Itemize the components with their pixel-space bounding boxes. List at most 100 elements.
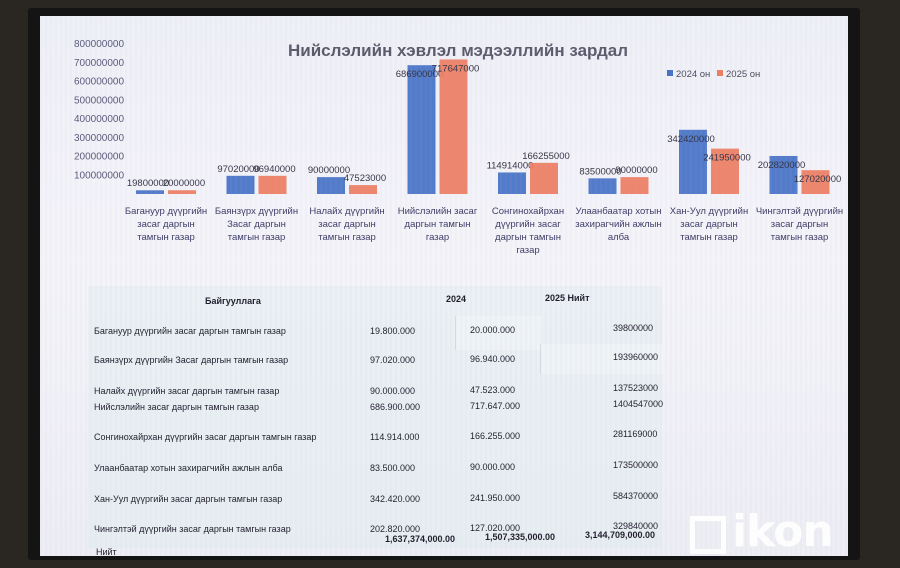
category-label: засаг даргын bbox=[137, 219, 194, 230]
bar-2025 bbox=[258, 175, 287, 194]
bar-2024 bbox=[498, 172, 526, 194]
table-cell-org: Баянзүрх дүүргийн Засаг даргын тамгын га… bbox=[94, 355, 289, 365]
category-label: Налайх дүүргийн bbox=[309, 206, 384, 217]
table-background bbox=[88, 286, 662, 548]
table-cell-total: 137523000 bbox=[613, 383, 659, 393]
data-label: 114914000 bbox=[487, 160, 534, 171]
bar-2024 bbox=[317, 177, 345, 194]
y-tick-label: 600000000 bbox=[74, 77, 124, 88]
table-cell-2025: 20.000.000 bbox=[470, 325, 516, 335]
table-cell-total: 281169000 bbox=[613, 429, 658, 439]
table-cell-org: Сонгинохайрхан дүүргийн засаг даргын там… bbox=[94, 432, 317, 442]
y-tick-label: 100000000 bbox=[74, 170, 124, 181]
table-cell-org: Багануур дүүргийн засаг даргын тамгын га… bbox=[94, 326, 286, 336]
category-label: тамгын газар bbox=[318, 232, 376, 243]
watermark-logo-icon bbox=[690, 516, 726, 554]
bar-2024 bbox=[407, 65, 436, 194]
table-cell-2025: 127.020.000 bbox=[470, 523, 521, 533]
category-label: Чингэлтэй дүүргийн bbox=[756, 206, 843, 217]
category-label: тамгын газар bbox=[680, 232, 738, 243]
y-tick-label: 500000000 bbox=[74, 95, 124, 106]
category-label: Баянзүрх дүүргийн bbox=[215, 206, 298, 217]
bar-2024 bbox=[679, 129, 707, 194]
data-label: 19800000 bbox=[127, 178, 169, 189]
y-tick-label: 700000000 bbox=[74, 58, 124, 69]
legend-swatch bbox=[667, 70, 673, 76]
category-label: даргын тамгын bbox=[405, 219, 471, 230]
data-label: 717647000 bbox=[432, 63, 480, 74]
table-cell-org: Нийслэлийн засаг даргын тамгын газар bbox=[94, 402, 259, 412]
table-cell-2025: 241.950.000 bbox=[470, 493, 521, 503]
data-label: 342420000 bbox=[667, 134, 715, 145]
table-cell-total: 193960000 bbox=[613, 352, 659, 362]
legend-label: 2025 он bbox=[726, 69, 760, 80]
data-label: 90000000 bbox=[308, 165, 350, 176]
y-tick-label: 800000000 bbox=[74, 39, 124, 50]
data-label: 97020000 bbox=[217, 164, 259, 175]
category-label: газар bbox=[426, 232, 449, 243]
category-label: засаг даргын bbox=[771, 219, 828, 230]
category-label: даргын тамгын bbox=[495, 232, 561, 243]
table-cell-org: Хан-Уул дүүргийн засаг даргын тамгын газ… bbox=[94, 494, 283, 504]
category-label: Хан-Уул дүүргийн bbox=[670, 206, 748, 217]
y-tick-label: 400000000 bbox=[74, 114, 124, 125]
table-total-sum: 3,144,709,000.00 bbox=[585, 530, 656, 540]
bar-2025 bbox=[168, 190, 196, 194]
table-cell-total: 1404547000 bbox=[613, 399, 664, 409]
category-label: дүүргийн засаг bbox=[495, 219, 561, 230]
data-label: 96940000 bbox=[253, 164, 295, 175]
table-cell-org: Чингэлтэй дүүргийн засаг даргын тамгын г… bbox=[94, 524, 291, 534]
category-label: засаг даргын bbox=[318, 219, 375, 230]
table-cell-2025: 96.940.000 bbox=[470, 354, 516, 364]
legend-swatch bbox=[717, 70, 723, 76]
table-cell-2025: 717.647.000 bbox=[470, 401, 521, 411]
chart-title: Нийслэлийн хэвлэл мэдээллийн зардал bbox=[288, 41, 628, 60]
table-header-2025: 2025 Нийт bbox=[545, 293, 590, 303]
bar-2024 bbox=[588, 178, 617, 194]
table-cell-2025: 166.255.000 bbox=[470, 431, 521, 441]
data-label: 20000000 bbox=[163, 178, 205, 189]
category-label: алба bbox=[608, 232, 630, 243]
data-label: 127020000 bbox=[794, 174, 842, 185]
data-label: 83500000 bbox=[579, 166, 621, 177]
bar-2025 bbox=[801, 170, 830, 194]
table-cell-2024: 114.914.000 bbox=[370, 432, 420, 442]
y-tick-label: 200000000 bbox=[74, 152, 124, 163]
bar-2025 bbox=[349, 185, 377, 194]
category-label: засаг даргын bbox=[680, 219, 737, 230]
table-header-org: Байгууллага bbox=[205, 296, 261, 306]
table-cell-total: 584370000 bbox=[613, 491, 659, 501]
table-cell-total: 39800000 bbox=[613, 323, 654, 333]
category-label: Сонгинохайрхан bbox=[492, 206, 564, 217]
table-cell-2024: 342.420.000 bbox=[370, 494, 421, 504]
table-cell-2024: 97.020.000 bbox=[370, 355, 416, 365]
y-tick-label: 300000000 bbox=[74, 133, 124, 144]
category-label: тамгын газар bbox=[228, 232, 286, 243]
category-label: Нийслэлийн засаг bbox=[398, 206, 478, 217]
bar-chart: Нийслэлийн хэвлэл мэдээллийн зардал 10000… bbox=[74, 39, 843, 256]
presentation-screen: Нийслэлийн хэвлэл мэдээллийн зардал 10000… bbox=[40, 16, 848, 556]
bar-2025 bbox=[620, 177, 649, 194]
bar-2024 bbox=[136, 190, 164, 194]
table-total-2025: 1,507,335,000.00 bbox=[485, 532, 556, 542]
table-cell-2024: 83.500.000 bbox=[370, 463, 416, 473]
watermark-logo: ikon bbox=[732, 506, 834, 557]
table-header-2024: 2024 bbox=[446, 294, 467, 304]
table-cell-shade bbox=[455, 316, 542, 350]
category-label: Багануур дүүргийн bbox=[125, 206, 207, 217]
table-cell-2024: 90.000.000 bbox=[370, 386, 416, 396]
table-total-label: Нийт bbox=[96, 547, 117, 556]
data-label: 241950000 bbox=[703, 153, 751, 164]
data-label: 202820000 bbox=[758, 160, 806, 171]
table-total-2024: 1,637,374,000.00 bbox=[385, 534, 456, 544]
table-cell-total: 329840000 bbox=[613, 521, 659, 531]
table-cell-2024: 686.900.000 bbox=[370, 402, 421, 412]
table-cell-2025: 47.523.000 bbox=[470, 385, 516, 395]
category-label: тамгын газар bbox=[771, 232, 829, 243]
table-cell-2024: 202.820.000 bbox=[370, 524, 421, 534]
category-label: захирагчийн ажлын bbox=[575, 219, 661, 230]
category-label: тамгын газар bbox=[137, 232, 195, 243]
table-cell-2025: 90.000.000 bbox=[470, 462, 516, 472]
bar-2025 bbox=[711, 148, 739, 194]
data-label: 166255000 bbox=[522, 151, 570, 162]
